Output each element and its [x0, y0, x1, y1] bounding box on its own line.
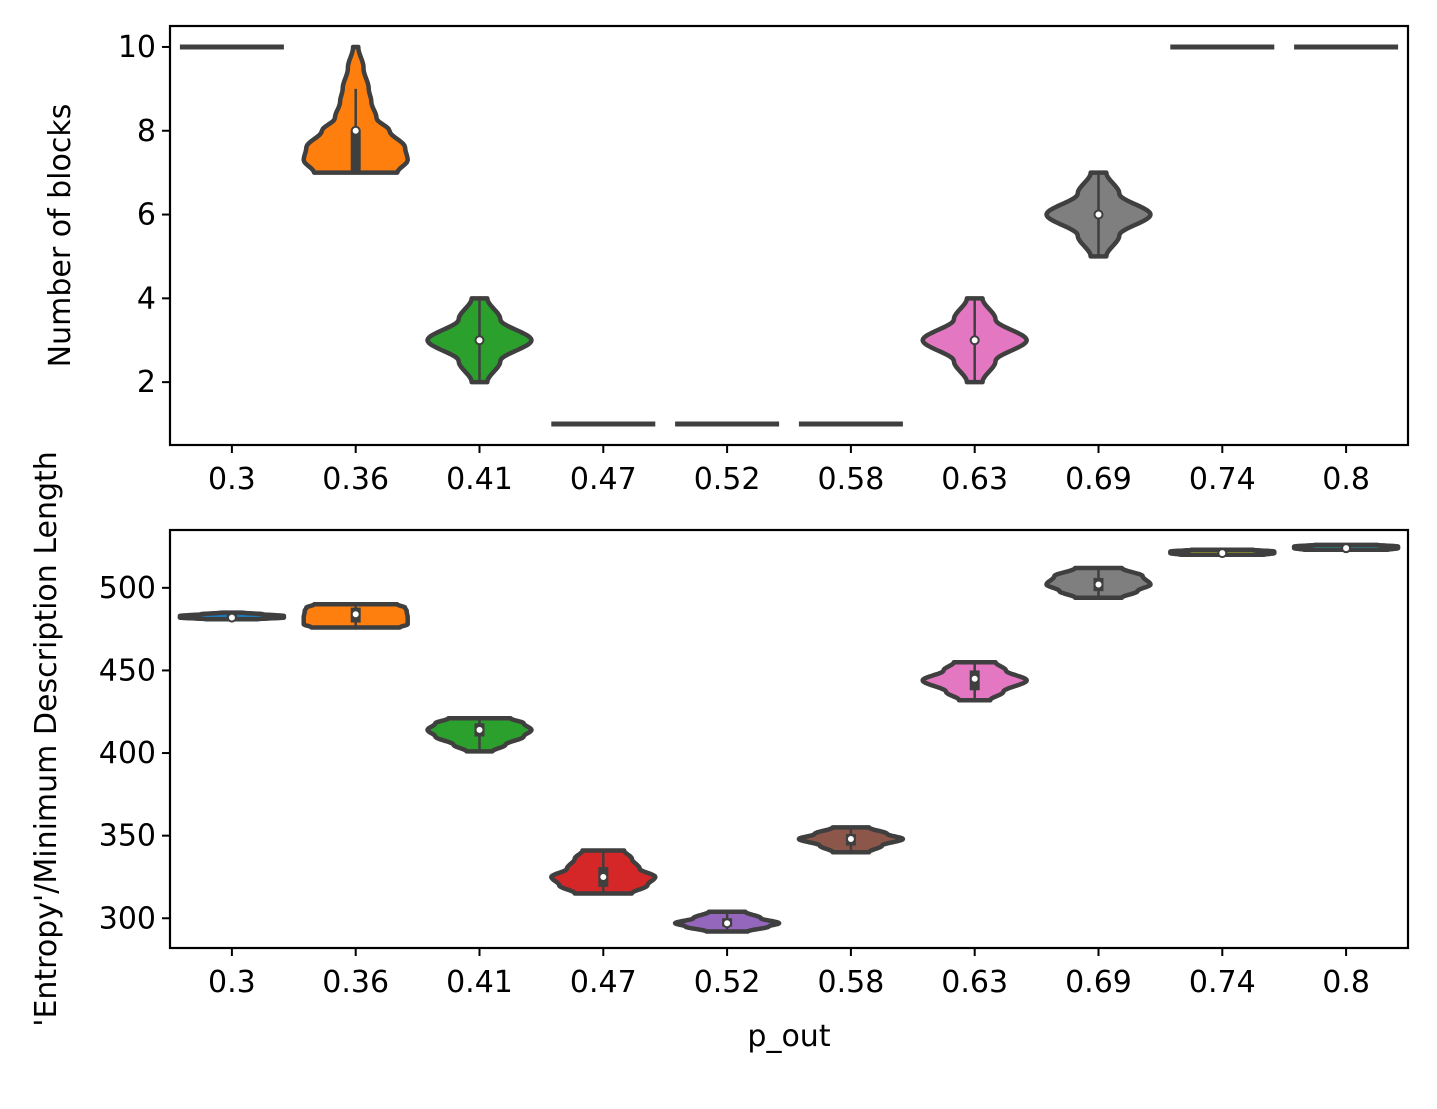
violin-0.69 [1044, 565, 1153, 600]
y-axis-title: Number of blocks [43, 104, 78, 368]
x-axis-title: p_out [747, 1019, 830, 1054]
y-axis-title: 'Entropy'/Minimum Description Length [29, 451, 64, 1027]
x-tick-label: 0.63 [941, 965, 1008, 1000]
violin-median-marker [1093, 579, 1104, 590]
violin-median-marker [722, 918, 733, 929]
y-tick-label: 4 [137, 281, 156, 316]
x-tick-label: 0.8 [1322, 462, 1370, 497]
axes-frame [168, 528, 1410, 950]
violin-0.41 [425, 716, 534, 754]
violin-0.36 [301, 44, 410, 175]
x-tick-label: 0.69 [1065, 965, 1132, 1000]
y-tick-label: 300 [99, 901, 156, 936]
violin-median-marker [1341, 543, 1352, 554]
violin-median-marker [350, 125, 361, 136]
x-tick-label: 0.36 [322, 462, 389, 497]
x-tick-label: 0.41 [446, 462, 513, 497]
violin-0.63 [920, 659, 1029, 703]
x-tick-label: 0.3 [208, 965, 256, 1000]
x-tick-label: 0.58 [818, 462, 885, 497]
violin-median-marker [845, 833, 856, 844]
x-tick-label: 0.47 [570, 462, 637, 497]
y-tick-label: 8 [137, 114, 156, 149]
y-tick-label: 500 [99, 571, 156, 606]
x-tick-label: 0.69 [1065, 462, 1132, 497]
top-violin-panel: 2 4 6 8 10 0.3 0.36 0.41 0.47 0.52 0.58 0.63 0.69 0.7… [43, 24, 1410, 497]
violin-0.52 [672, 909, 782, 934]
x-tick-label: 0.74 [1189, 965, 1256, 1000]
violin-median-marker [226, 612, 237, 623]
violin-0.8 [1291, 542, 1401, 554]
x-tick-label: 0.52 [694, 462, 761, 497]
y-tick-label: 450 [99, 653, 156, 688]
y-tick-label: 10 [118, 30, 156, 65]
violin-0.41 [425, 296, 534, 385]
x-tick-label: 0.3 [208, 462, 256, 497]
bottom-violin-panel: 300 350 400 450 500 0.3 0.36 0.41 0.47 0.52 0.58 0.… [29, 451, 1410, 1054]
x-tick-label: 0.47 [570, 965, 637, 1000]
y-tick-label: 400 [99, 736, 156, 771]
violin-0.47 [549, 848, 658, 896]
x-tick-label: 0.36 [322, 965, 389, 1000]
violin-0.58 [796, 825, 906, 855]
axes-frame [168, 24, 1410, 447]
x-tick-label: 0.52 [694, 965, 761, 1000]
violin-median-marker [969, 673, 980, 684]
violin-median-marker [474, 724, 485, 735]
violin-0.36 [301, 602, 410, 630]
y-tick-label: 350 [99, 819, 156, 854]
violin-0.3 [177, 610, 287, 623]
violin-median-marker [598, 871, 609, 882]
violin-0.69 [1044, 170, 1153, 259]
violin-median-marker [969, 335, 980, 346]
violin-median-marker [1093, 209, 1104, 220]
violin-0.74 [1168, 547, 1277, 559]
x-tick-label: 0.63 [941, 462, 1008, 497]
x-tick-label: 0.8 [1322, 965, 1370, 1000]
violin-0.63 [920, 296, 1029, 385]
y-tick-label: 6 [137, 198, 156, 233]
x-tick-label: 0.74 [1189, 462, 1256, 497]
x-tick-label: 0.58 [818, 965, 885, 1000]
y-tick-label: 2 [137, 365, 156, 400]
violin-median-marker [1217, 548, 1228, 559]
x-tick-label: 0.41 [446, 965, 513, 1000]
violin-median-marker [474, 335, 485, 346]
violin-iqr-box [350, 130, 361, 173]
violin-median-marker [350, 609, 361, 620]
